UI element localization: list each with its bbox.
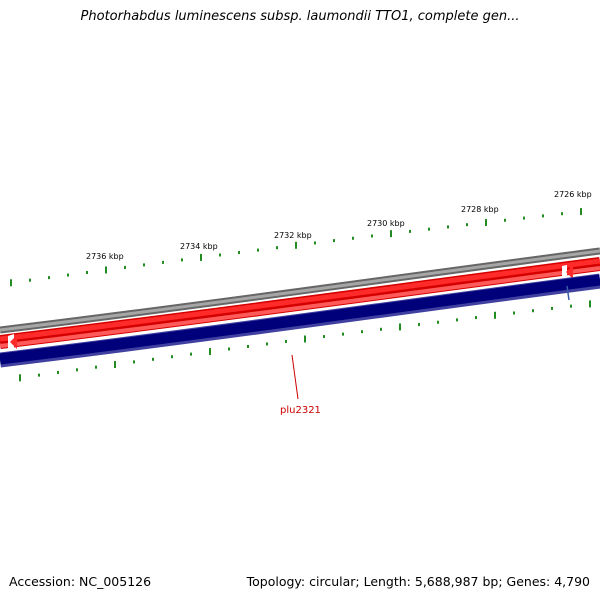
- outer-tick-marks: [10, 208, 582, 287]
- gene-arrowhead-icon: [10, 335, 17, 349]
- ruler-labels: 2736 kbp 2734 kbp 2732 kbp 2730 kbp 2728…: [86, 190, 592, 261]
- gene-boundary-marker: [562, 265, 567, 280]
- gene-annotation-plu2321[interactable]: plu2321: [280, 354, 321, 416]
- accession-text: Accession: NC_005126: [9, 574, 152, 589]
- forward-strand-track: [0, 257, 600, 349]
- ruler-label-2736: 2736 kbp: [86, 252, 124, 261]
- gene-boundary-marker: [566, 285, 570, 301]
- ruler-label-2730: 2730 kbp: [367, 219, 405, 228]
- gene-arrowhead-icon: [566, 265, 573, 279]
- ruler-label-2726: 2726 kbp: [554, 190, 592, 199]
- backbone-arc: [0, 247, 600, 334]
- ruler-label-2728: 2728 kbp: [461, 205, 499, 214]
- genome-summary-text: Topology: circular; Length: 5,688,987 bp…: [246, 574, 590, 589]
- ruler-label-2732: 2732 kbp: [274, 231, 312, 240]
- map-title: Photorhabdus luminescens subsp. laumondi…: [80, 9, 520, 24]
- gene-leader-line: [291, 354, 299, 400]
- gene-label[interactable]: plu2321: [280, 405, 321, 416]
- ruler-label-2734: 2734 kbp: [180, 242, 218, 251]
- inner-tick-marks: [19, 300, 591, 382]
- reverse-strand-track: [0, 273, 600, 368]
